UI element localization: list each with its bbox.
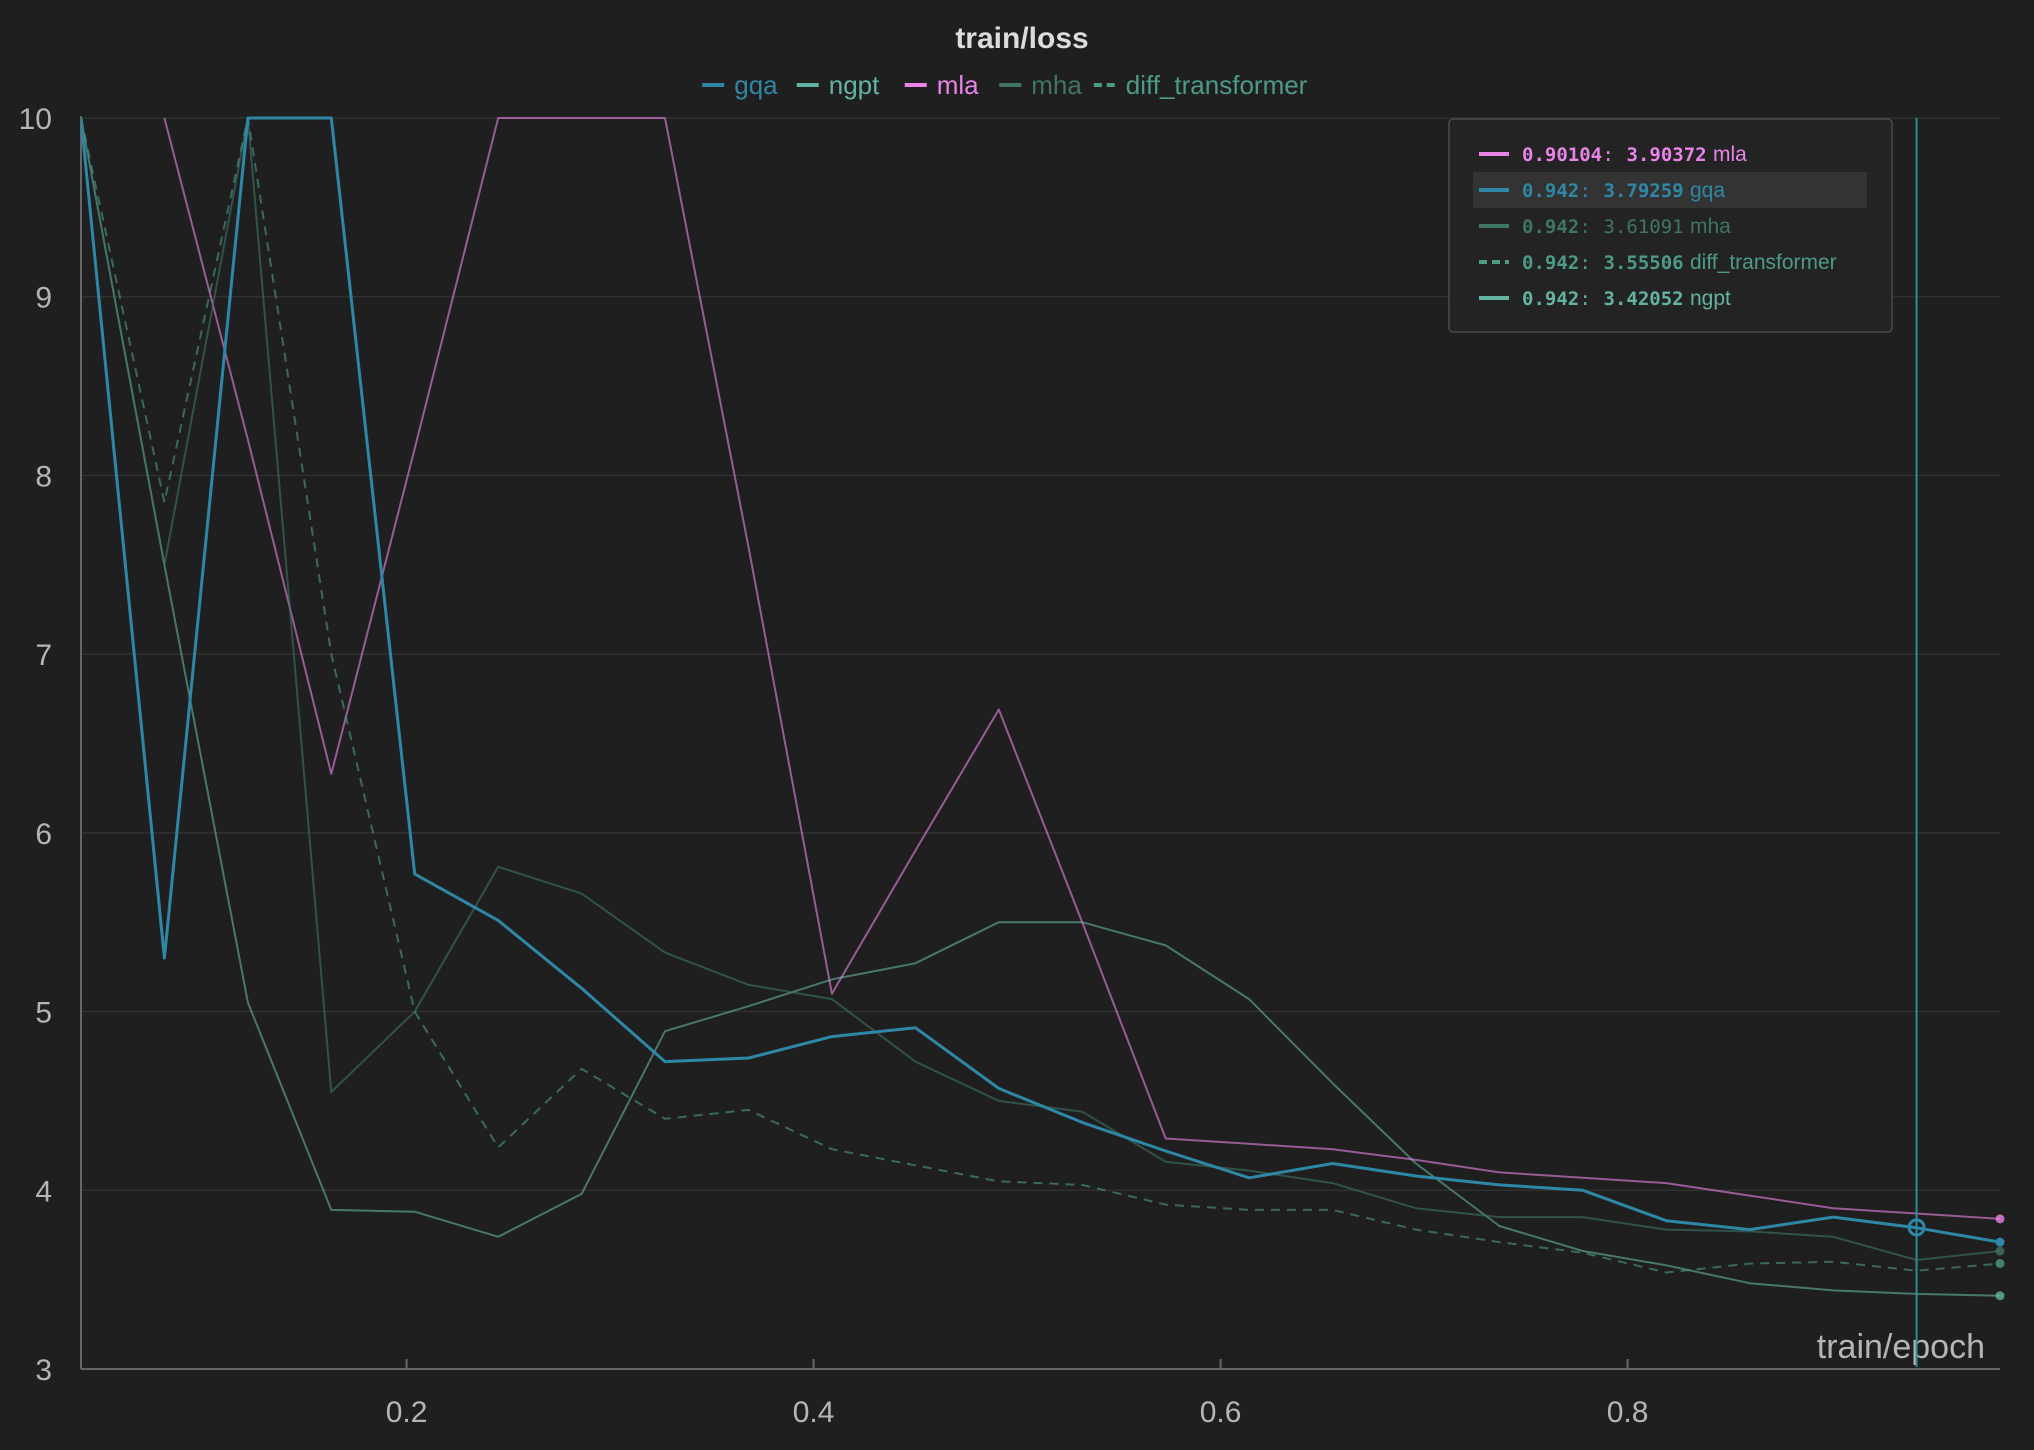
series-line-diff_transformer: [81, 117, 2001, 1274]
series-end-point-gqa: [1995, 1237, 2005, 1247]
x-tick-label: 0.8: [1607, 1396, 1649, 1429]
x-tick-label: 0.2: [386, 1396, 428, 1429]
tooltip-row-mla: 0.90104:3.90372 mla: [1479, 143, 1747, 166]
tooltip-colon: :: [1580, 252, 1591, 274]
tooltip-x-value: 0.942: [1522, 288, 1579, 310]
series-end-point-mha: [1995, 1246, 2005, 1256]
tooltip-series-name: gqa: [1690, 179, 1725, 202]
tooltip-colon: :: [1580, 216, 1591, 238]
tooltip-x-value: 0.942: [1522, 216, 1579, 238]
tooltip-colon: :: [1580, 288, 1591, 310]
series-end-point-mla: [1995, 1214, 2005, 1224]
tooltip-x-value: 0.942: [1522, 180, 1579, 202]
y-tick-label: 8: [35, 460, 52, 493]
legend-label: ngpt: [829, 70, 880, 100]
tooltip-y-value: 3.42052: [1604, 288, 1684, 310]
legend-item-mha[interactable]: mha: [999, 70, 1082, 100]
tooltip-series-name: mha: [1690, 215, 1731, 238]
tooltip-x-value: 0.942: [1522, 252, 1579, 274]
legend-label: diff_transformer: [1126, 70, 1308, 100]
chart-grid: [81, 117, 2000, 1191]
cursor-marker: [1907, 1218, 1926, 1237]
series-line-ngpt: [81, 117, 2001, 1297]
tooltip-series-name: diff_transformer: [1690, 251, 1837, 274]
y-tick-label: 10: [19, 103, 52, 136]
chart-axes: 3 4 5 6 7 8 9 10 0.2 0.4 0.6 0.8: [19, 103, 2000, 1429]
tooltip-row-highlight: [1473, 172, 1867, 208]
legend-item-diff_transformer[interactable]: diff_transformer: [1093, 70, 1308, 100]
hover-cursor: [1907, 118, 1926, 1367]
series-end-point-ngpt: [1995, 1291, 2005, 1301]
series-line-mla: [163, 117, 2001, 1220]
tooltip-y-value: 3.61091: [1604, 216, 1684, 238]
y-tick-label: 6: [35, 818, 52, 851]
tooltip-row-ngpt: 0.942:3.42052 ngpt: [1479, 287, 1731, 310]
x-tick-label: 0.4: [793, 1396, 835, 1429]
tooltip-series-name: ngpt: [1690, 287, 1731, 310]
chart-series-layer: [81, 116, 2005, 1301]
chart-title: train/loss: [955, 22, 1088, 55]
x-tick-label: 0.6: [1200, 1396, 1242, 1429]
y-tick-label: 4: [35, 1175, 52, 1208]
legend-item-gqa[interactable]: gqa: [702, 70, 778, 100]
legend-label: mha: [1031, 70, 1082, 100]
x-axis-label: train/epoch: [1817, 1328, 1985, 1366]
chart-legend: gqa ngpt mla mha diff_transformer: [702, 70, 1308, 100]
tooltip-series-name: mla: [1713, 143, 1747, 166]
legend-label: mla: [937, 70, 979, 100]
y-tick-label: 7: [35, 639, 52, 672]
y-tick-label: 9: [35, 282, 52, 315]
legend-label: gqa: [734, 70, 778, 100]
series-line-gqa: [81, 116, 2001, 1244]
tooltip-colon: :: [1580, 180, 1591, 202]
tooltip-y-value: 3.79259: [1604, 180, 1684, 202]
legend-item-ngpt[interactable]: ngpt: [796, 70, 880, 100]
y-tick-label: 3: [35, 1354, 52, 1387]
tooltip-colon: :: [1603, 144, 1614, 166]
tooltip-y-value: 3.55506: [1604, 252, 1684, 274]
tooltip-row-gqa: 0.942:3.79259 gqa: [1473, 172, 1867, 208]
tooltip-x-value: 0.90104: [1522, 144, 1602, 166]
tooltip-row-mha: 0.942:3.61091 mha: [1479, 215, 1731, 238]
tooltip-row-diff_transformer: 0.942:3.55506 diff_transformer: [1479, 251, 1837, 274]
series-end-point-diff_transformer: [1995, 1259, 2005, 1269]
tooltip-y-value: 3.90372: [1627, 144, 1707, 166]
y-tick-label: 5: [35, 997, 52, 1030]
legend-item-mla[interactable]: mla: [904, 70, 979, 100]
